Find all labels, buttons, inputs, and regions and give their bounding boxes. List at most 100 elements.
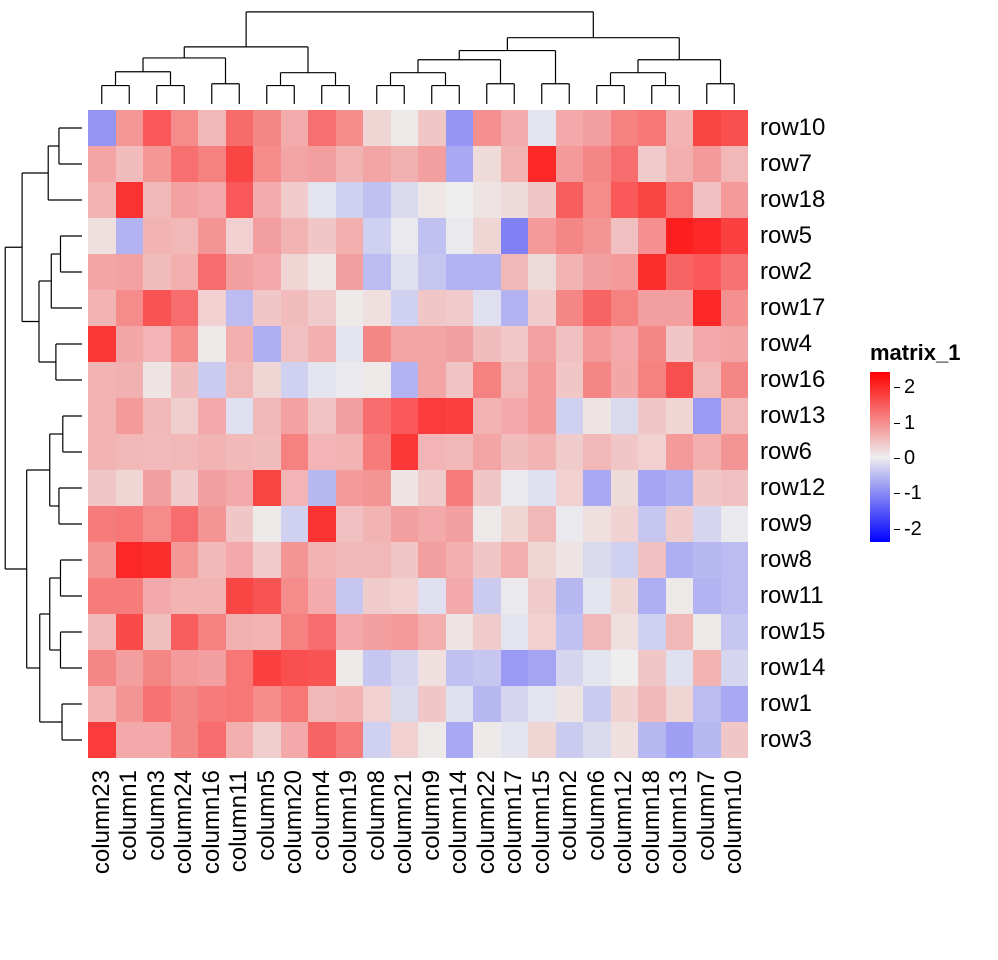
heatmap-cell <box>501 434 529 470</box>
heatmap-cell <box>336 254 364 290</box>
heatmap-cell <box>281 506 309 542</box>
heatmap-cell <box>583 254 611 290</box>
heatmap-cell <box>446 326 474 362</box>
heatmap-cell <box>556 686 584 722</box>
heatmap-cell <box>693 614 721 650</box>
heatmap-cell <box>666 434 694 470</box>
heatmap-cell <box>693 290 721 326</box>
heatmap-cell <box>171 146 199 182</box>
heatmap-cell <box>336 614 364 650</box>
heatmap-cell <box>611 686 639 722</box>
heatmap-cell <box>171 542 199 578</box>
heatmap-cell <box>501 578 529 614</box>
heatmap-cell <box>391 290 419 326</box>
heatmap-cell <box>88 470 116 506</box>
heatmap-cell <box>281 470 309 506</box>
heatmap-cell <box>556 614 584 650</box>
heatmap-cell <box>253 362 281 398</box>
heatmap-cell <box>693 650 721 686</box>
heatmap-cell <box>501 470 529 506</box>
heatmap-cell <box>418 218 446 254</box>
heatmap-cell <box>363 362 391 398</box>
heatmap-cell <box>446 722 474 758</box>
heatmap-cell <box>171 722 199 758</box>
heatmap-cell <box>528 434 556 470</box>
heatmap-cell <box>418 470 446 506</box>
heatmap-cell <box>143 290 171 326</box>
heatmap-cell <box>336 686 364 722</box>
heatmap-cell <box>556 182 584 218</box>
heatmap-cell <box>638 110 666 146</box>
heatmap-cell <box>143 542 171 578</box>
heatmap-cell <box>721 218 749 254</box>
heatmap-cell <box>418 398 446 434</box>
heatmap-cell <box>528 182 556 218</box>
heatmap-cell <box>198 542 226 578</box>
heatmap-cell <box>583 398 611 434</box>
heatmap-cell <box>281 146 309 182</box>
heatmap-cell <box>281 686 309 722</box>
heatmap-cell <box>721 722 749 758</box>
heatmap-cell <box>336 506 364 542</box>
heatmap-cell <box>391 614 419 650</box>
column-label: column9 <box>418 770 446 861</box>
heatmap-cell <box>391 506 419 542</box>
heatmap-cell <box>666 218 694 254</box>
heatmap-cell <box>446 218 474 254</box>
heatmap-cell <box>171 614 199 650</box>
heatmap-cell <box>556 578 584 614</box>
heatmap-cell <box>418 578 446 614</box>
heatmap-cell <box>363 470 391 506</box>
heatmap-cell <box>336 290 364 326</box>
heatmap-cell <box>308 470 336 506</box>
heatmap-cell <box>143 218 171 254</box>
heatmap-cell <box>308 614 336 650</box>
heatmap-cell <box>611 434 639 470</box>
heatmap-cell <box>88 434 116 470</box>
heatmap-cell <box>143 722 171 758</box>
heatmap-cell <box>528 722 556 758</box>
heatmap-cell <box>363 146 391 182</box>
heatmap-cell <box>721 650 749 686</box>
heatmap-cell <box>473 614 501 650</box>
heatmap-cell <box>418 146 446 182</box>
heatmap-cell <box>721 542 749 578</box>
row-label: row7 <box>760 146 825 182</box>
heatmap-cell <box>721 470 749 506</box>
heatmap-cell <box>116 470 144 506</box>
heatmap-cell <box>198 686 226 722</box>
heatmap-cell <box>336 218 364 254</box>
heatmap-cell <box>556 650 584 686</box>
heatmap-cell <box>171 434 199 470</box>
heatmap-cell <box>143 506 171 542</box>
legend-title: matrix_1 <box>870 340 961 366</box>
heatmap-cell <box>473 398 501 434</box>
heatmap-cell <box>198 290 226 326</box>
heatmap-cell <box>611 506 639 542</box>
heatmap-cell <box>253 110 281 146</box>
column-label: column22 <box>473 770 501 874</box>
heatmap-cell <box>391 362 419 398</box>
heatmap-cell <box>116 722 144 758</box>
row-label: row14 <box>760 650 825 686</box>
heatmap-cell <box>501 254 529 290</box>
heatmap-cell <box>143 470 171 506</box>
heatmap-cell <box>308 650 336 686</box>
heatmap-cell <box>583 218 611 254</box>
heatmap-cell <box>666 614 694 650</box>
heatmap-cell <box>281 362 309 398</box>
heatmap-cell <box>171 398 199 434</box>
heatmap-cell <box>253 578 281 614</box>
heatmap-cell <box>143 362 171 398</box>
heatmap-cell <box>308 254 336 290</box>
column-label: column13 <box>665 770 693 874</box>
heatmap-cell <box>693 506 721 542</box>
heatmap-cell <box>666 722 694 758</box>
heatmap-cell <box>308 110 336 146</box>
row-label: row2 <box>760 254 825 290</box>
heatmap-cell <box>501 506 529 542</box>
heatmap-cell <box>473 326 501 362</box>
heatmap-cell <box>556 110 584 146</box>
heatmap-cell <box>88 254 116 290</box>
heatmap-cell <box>363 614 391 650</box>
